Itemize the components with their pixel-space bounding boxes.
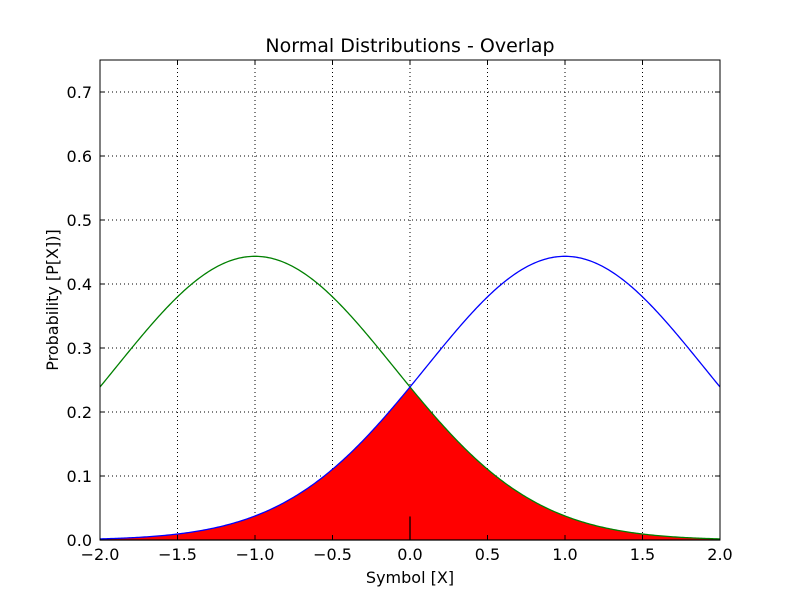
x-tick-label: −1.5 — [158, 545, 197, 564]
x-axis-label: Symbol [X] — [366, 568, 454, 587]
x-tick-label: 1.5 — [630, 545, 655, 564]
x-tick-label: 2.0 — [707, 545, 732, 564]
y-axis-label: Probability [P[X])] — [43, 229, 62, 370]
y-tick-label: 0.4 — [67, 275, 92, 294]
x-tick-label: −1.0 — [236, 545, 275, 564]
y-tick-label: 0.7 — [67, 83, 92, 102]
x-tick-label: 1.0 — [552, 545, 577, 564]
y-tick-label: 0.0 — [67, 531, 92, 550]
x-tick-label: 0.0 — [397, 545, 422, 564]
series-group — [99, 255, 721, 540]
x-tick-labels: −2.0 −1.5 −1.0 −0.5 0.0 0.5 1.0 1.5 2.0 — [81, 545, 733, 564]
overlap-region — [100, 386, 720, 540]
y-tick-label: 0.1 — [67, 467, 92, 486]
overlap-fill — [100, 386, 720, 540]
x-tick-label: 0.5 — [475, 545, 500, 564]
x-tick-label: −2.0 — [81, 545, 120, 564]
y-tick-label: 0.5 — [67, 211, 92, 230]
ticks — [99, 60, 721, 541]
y-tick-label: 0.2 — [67, 403, 92, 422]
grid — [100, 60, 720, 540]
chart-title: Normal Distributions - Overlap — [265, 35, 554, 57]
y-tick-label: 0.6 — [67, 147, 92, 166]
series-line-2 — [99, 255, 721, 540]
x-tick-label: −0.5 — [313, 545, 352, 564]
y-tick-labels: 0.0 0.1 0.2 0.3 0.4 0.5 0.6 0.7 — [67, 83, 92, 550]
y-tick-label: 0.3 — [67, 339, 92, 358]
